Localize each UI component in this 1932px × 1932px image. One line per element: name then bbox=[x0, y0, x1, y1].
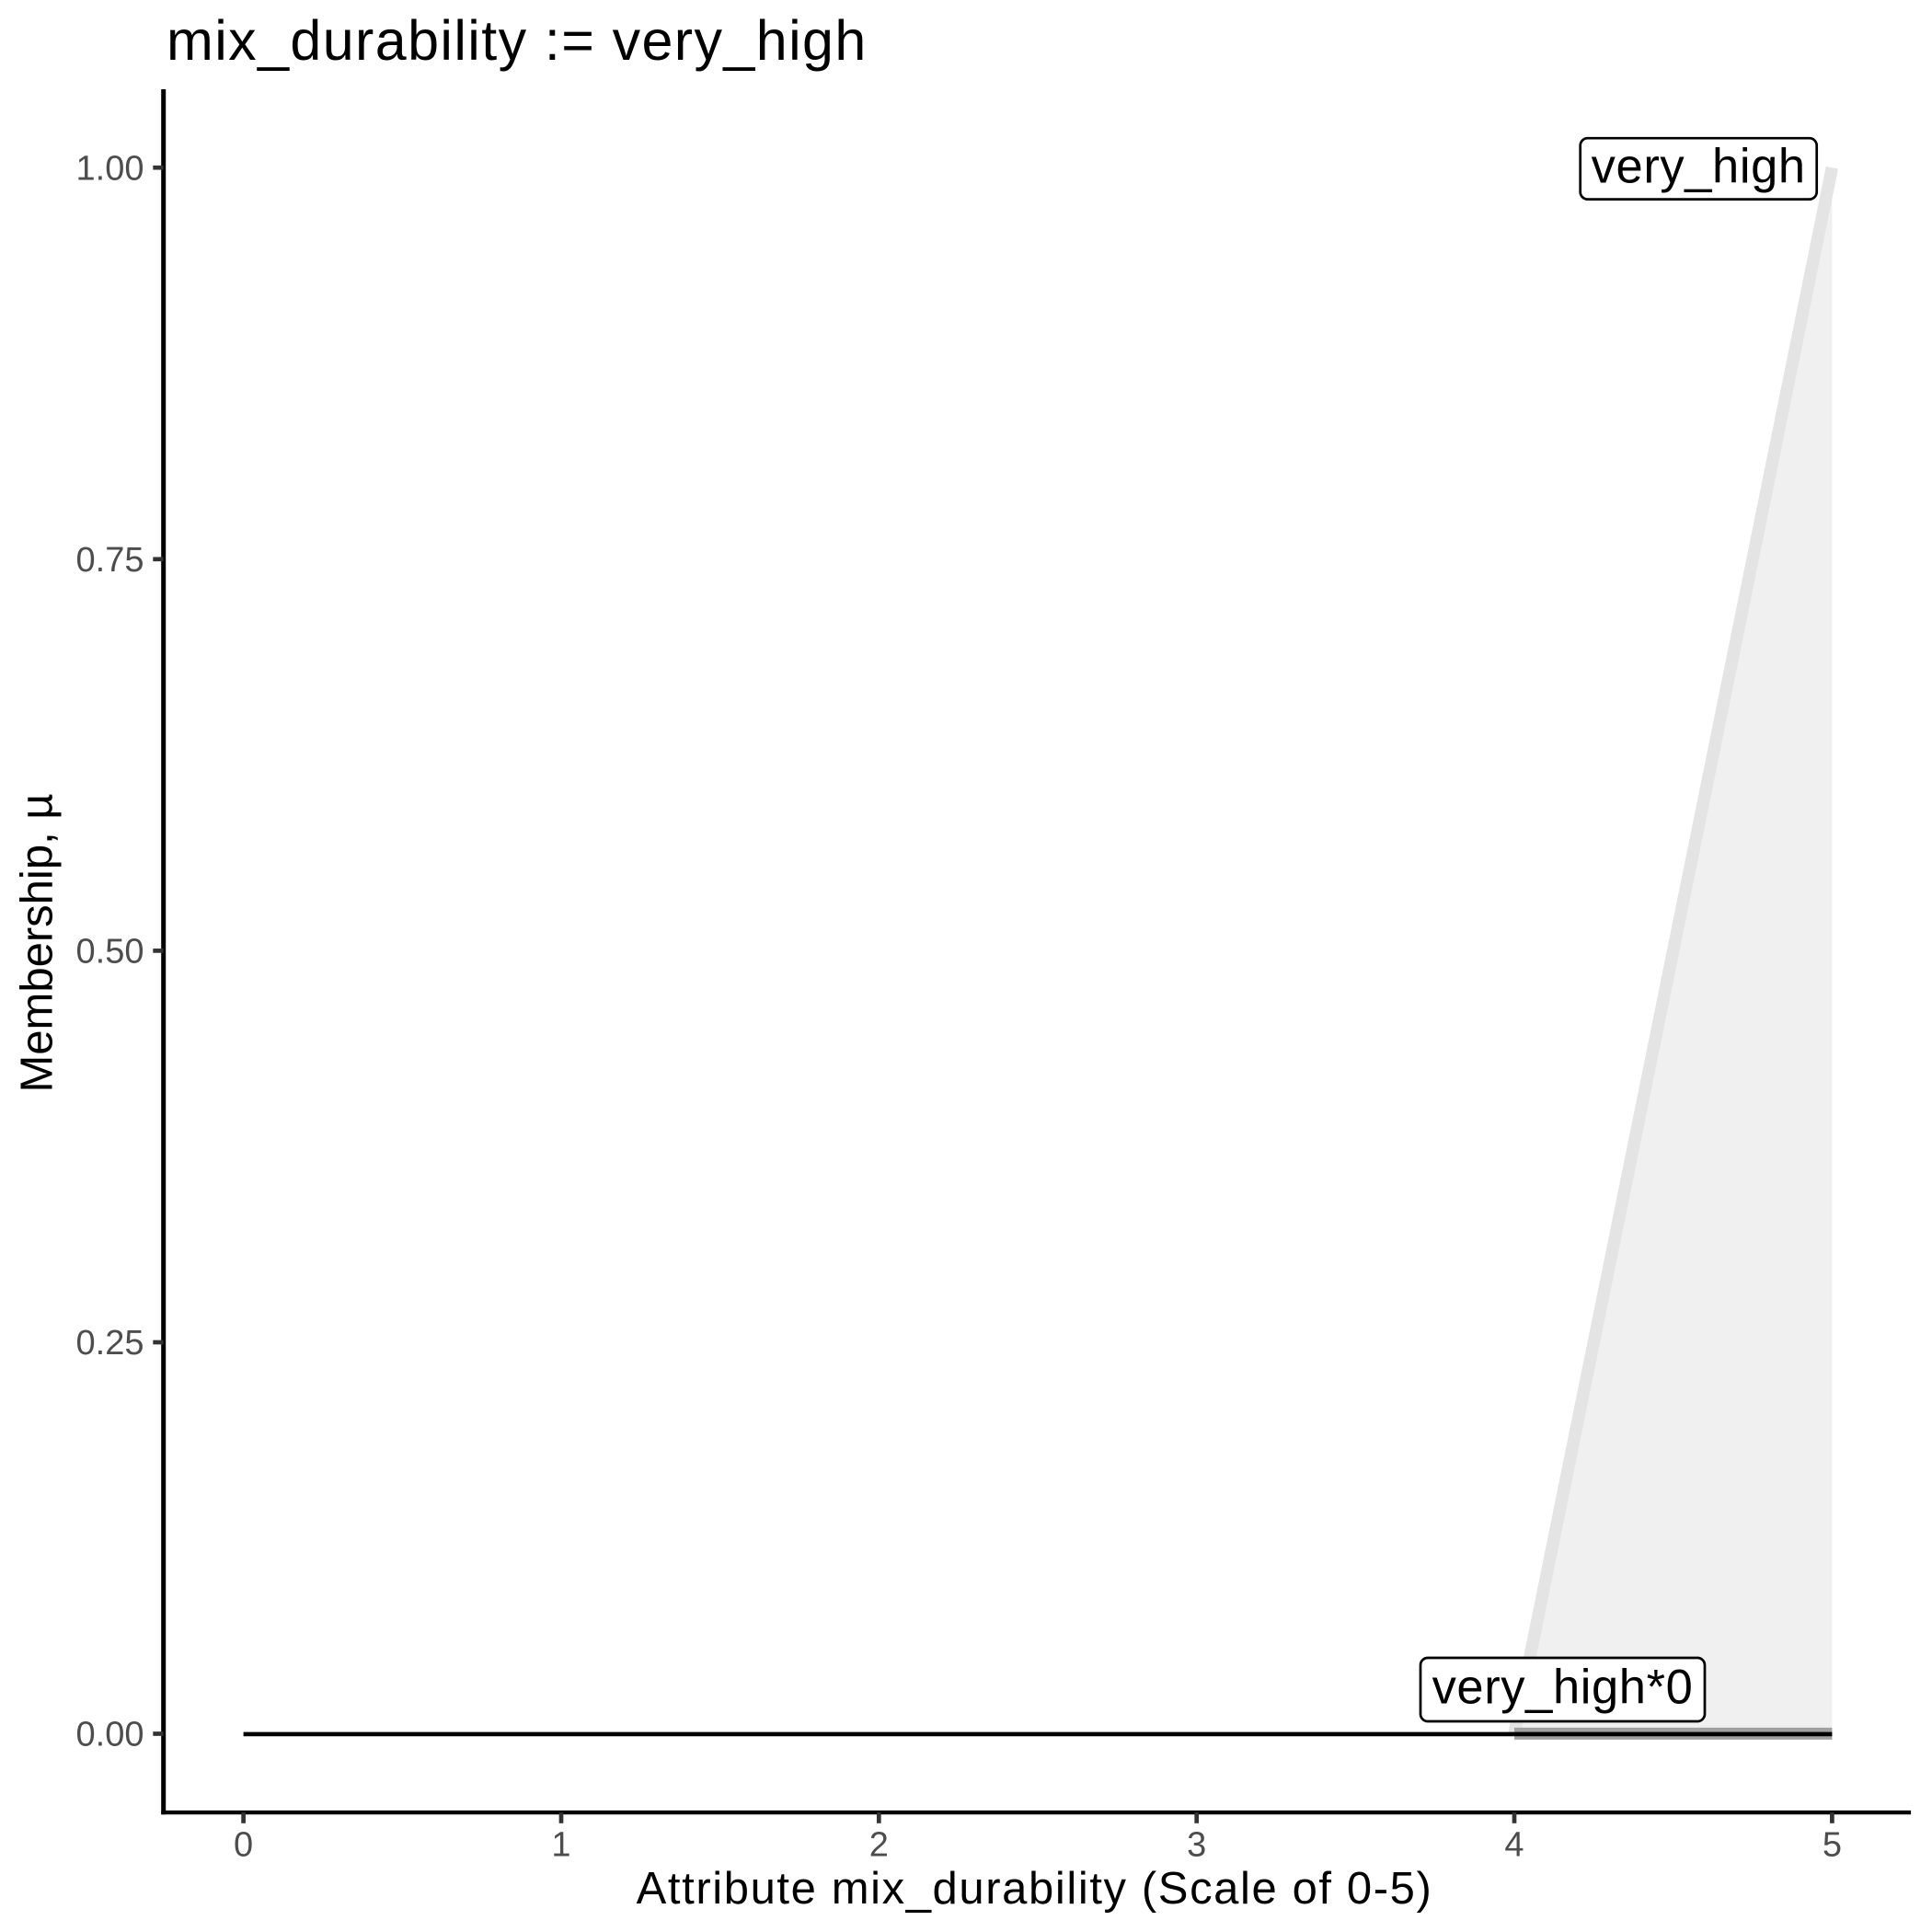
svg-text:5: 5 bbox=[1823, 1825, 1842, 1864]
svg-text:0.75: 0.75 bbox=[76, 541, 144, 580]
svg-text:very_high: very_high bbox=[1592, 140, 1806, 194]
svg-text:Attribute mix_durability (Scal: Attribute mix_durability (Scale of 0-5) bbox=[637, 1864, 1433, 1914]
svg-text:0.25: 0.25 bbox=[76, 1324, 144, 1363]
svg-text:3: 3 bbox=[1187, 1825, 1206, 1864]
svg-text:0.50: 0.50 bbox=[76, 933, 144, 972]
svg-text:Membership, µ: Membership, µ bbox=[13, 793, 63, 1092]
svg-text:very_high*0: very_high*0 bbox=[1432, 1661, 1694, 1715]
svg-text:1.00: 1.00 bbox=[76, 149, 144, 188]
svg-text:0.00: 0.00 bbox=[76, 1716, 144, 1754]
svg-text:4: 4 bbox=[1504, 1825, 1524, 1864]
svg-text:mix_durability := very_high: mix_durability := very_high bbox=[167, 9, 868, 72]
svg-text:2: 2 bbox=[869, 1825, 889, 1864]
svg-text:1: 1 bbox=[551, 1825, 570, 1864]
svg-text:0: 0 bbox=[234, 1825, 253, 1864]
